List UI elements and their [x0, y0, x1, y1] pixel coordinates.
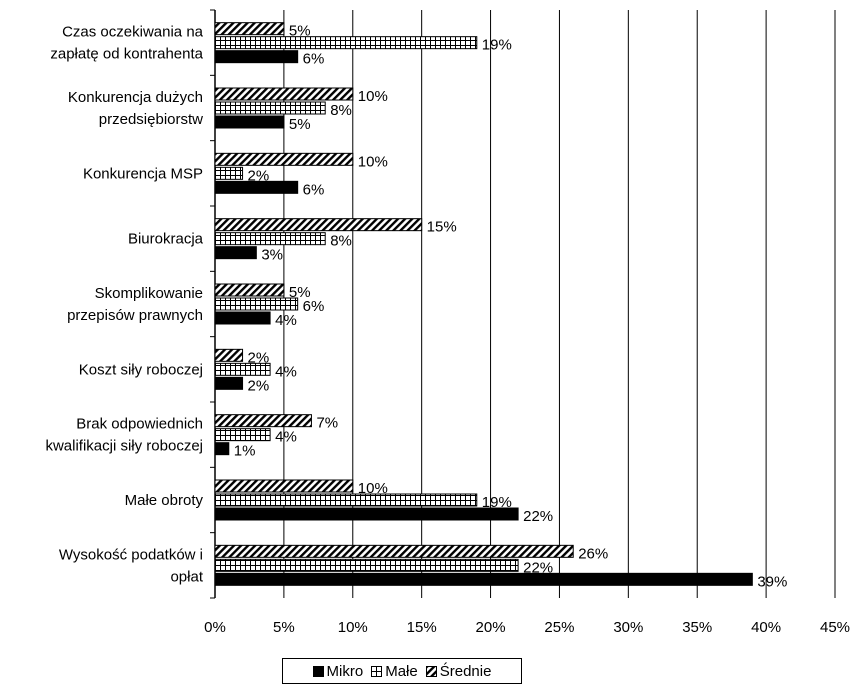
- bar-value-label: 2%: [248, 349, 270, 366]
- bar-solid: [214, 572, 753, 586]
- bar-value-label: 3%: [261, 247, 283, 264]
- bar-value-label: 6%: [303, 298, 325, 315]
- bar-grid: [214, 101, 326, 115]
- category-label: Wysokość podatków i opłat: [59, 546, 204, 585]
- legend-item-male: Małe: [371, 663, 418, 680]
- bar-diagonal: [214, 218, 423, 232]
- bar-value-label: 6%: [303, 181, 325, 198]
- bar-solid: [214, 50, 299, 64]
- legend-label-mikro: Mikro: [326, 662, 364, 680]
- x-tick-label: 0%: [204, 619, 226, 636]
- bar-value-label: 8%: [330, 233, 352, 250]
- bar-value-label: 19%: [482, 37, 512, 54]
- x-tick-label: 25%: [544, 619, 574, 636]
- bar-value-label: 19%: [482, 494, 512, 511]
- bar-value-label: 5%: [289, 284, 311, 301]
- bar-grid: [214, 297, 299, 311]
- bar-grid: [214, 362, 271, 376]
- x-tick-label: 35%: [682, 619, 712, 636]
- category-label: Koszt siły roboczej: [79, 361, 203, 378]
- bar-solid: [214, 507, 519, 521]
- bar-value-label: 10%: [358, 480, 388, 497]
- bar-value-label: 2%: [248, 377, 270, 394]
- bar-diagonal: [214, 22, 285, 36]
- bar-value-label: 2%: [248, 167, 270, 184]
- bar-diagonal: [214, 283, 285, 297]
- bar-value-label: 39%: [757, 573, 787, 590]
- x-tick-label: 20%: [476, 619, 506, 636]
- bar-diagonal: [214, 414, 312, 428]
- bar-solid: [214, 442, 230, 456]
- x-axis-ticks: 0% 5% 10% 15% 20% 25% 30% 35% 40% 45%: [204, 619, 850, 636]
- solid-swatch-icon: [312, 665, 324, 677]
- bar-value-label: 4%: [275, 429, 297, 446]
- category-labels: Czas oczekiwania na zapłatę od kontrahent…: [45, 24, 203, 586]
- bar-value-label: 5%: [289, 116, 311, 133]
- bar-value-label: 10%: [358, 88, 388, 105]
- x-tick-label: 5%: [273, 619, 295, 636]
- category-label: Brak odpowiednich kwalifikacji siły roboc…: [45, 416, 203, 455]
- bar-grid: [214, 36, 478, 50]
- category-label: Konkurencja MSP: [83, 165, 203, 182]
- grid-swatch-icon: [371, 665, 383, 677]
- bar-grid: [214, 428, 271, 442]
- category-label: Skomplikowanie przepisów prawnych: [67, 285, 203, 324]
- bar-solid: [214, 311, 271, 325]
- bar-grid: [214, 232, 326, 246]
- bar-diagonal: [214, 152, 354, 166]
- bar-solid: [214, 376, 244, 390]
- bar-solid: [214, 115, 285, 129]
- bar-value-label: 26%: [578, 545, 608, 562]
- bar-value-label: 22%: [523, 559, 553, 576]
- bar-value-label: 4%: [275, 312, 297, 329]
- category-label: Czas oczekiwania na zapłatę od kontrahent…: [50, 24, 203, 63]
- bar-value-label: 1%: [234, 443, 256, 460]
- x-tick-label: 10%: [338, 619, 368, 636]
- bar-value-label: 10%: [358, 153, 388, 170]
- bar-diagonal: [214, 544, 574, 558]
- x-tick-label: 45%: [820, 619, 850, 636]
- bar-value-label: 8%: [330, 102, 352, 119]
- bar-value-label: 7%: [316, 415, 338, 432]
- bar-value-label: 15%: [427, 219, 457, 236]
- bar-value-label: 22%: [523, 508, 553, 525]
- bar-chart: 5%19%6%10%8%5%10%2%6%15%8%3%5%6%4%2%4%2%…: [45, 9, 850, 636]
- bar-solid: [214, 180, 299, 194]
- bar-diagonal: [214, 479, 354, 493]
- category-label: Biurokracja: [128, 231, 204, 248]
- bar-grid: [214, 166, 244, 180]
- legend: Mikro Małe Średnie: [282, 658, 522, 684]
- x-tick-label: 30%: [613, 619, 643, 636]
- legend-label-srednie: Średnie: [439, 662, 492, 680]
- diagonal-swatch-icon: [425, 665, 437, 677]
- category-label: Konkurencja dużych przedsiębiorstw: [68, 89, 203, 128]
- legend-item-mikro: Mikro: [312, 662, 364, 680]
- bar-solid: [214, 246, 257, 260]
- bar-value-label: 4%: [275, 363, 297, 380]
- legend-item-srednie: Średnie: [425, 662, 492, 680]
- bar-diagonal: [214, 348, 244, 362]
- legend-label-male: Małe: [385, 662, 418, 680]
- bar-value-label: 5%: [289, 23, 311, 40]
- x-tick-label: 40%: [751, 619, 781, 636]
- bar-grid: [214, 493, 478, 507]
- bar-diagonal: [214, 87, 354, 101]
- x-tick-label: 15%: [407, 619, 437, 636]
- bar-value-label: 6%: [303, 51, 325, 68]
- bar-grid: [214, 558, 519, 572]
- bars: 5%19%6%10%8%5%10%2%6%15%8%3%5%6%4%2%4%2%…: [214, 22, 787, 590]
- category-label: Małe obroty: [125, 492, 204, 509]
